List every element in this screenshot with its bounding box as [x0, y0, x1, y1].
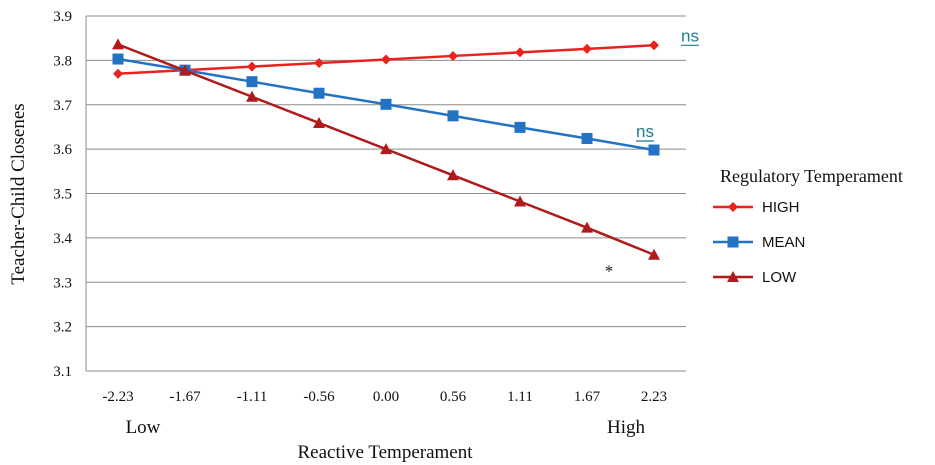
data-point-high — [582, 43, 592, 54]
y-tick-label: 3.8 — [53, 53, 72, 69]
data-point-mean — [246, 76, 258, 88]
data-point-high — [515, 47, 525, 58]
data-point-mean — [648, 144, 660, 156]
legend-marker — [727, 236, 739, 248]
y-tick-label: 3.2 — [53, 320, 72, 336]
x-low-label: Low — [126, 417, 161, 438]
legend-marker — [727, 271, 739, 282]
legend-marker — [728, 202, 738, 212]
y-tick-label: 3.9 — [53, 9, 72, 25]
y-tick-label: 3.4 — [53, 231, 72, 247]
data-point-low — [380, 143, 392, 155]
data-point-high — [247, 61, 257, 72]
legend-item-low: LOW — [713, 269, 797, 286]
data-point-high — [314, 58, 324, 69]
data-point-low — [648, 248, 660, 260]
x-tick-label: 1.67 — [574, 389, 601, 405]
y-tick-label: 3.7 — [53, 98, 72, 114]
data-point-low — [246, 90, 258, 102]
ns-annotation: ns — [681, 26, 699, 45]
annotations: ns ns * — [605, 26, 699, 281]
legend: Regulatory Temperament HIGH MEAN LOW — [713, 166, 903, 286]
legend-item-mean: MEAN — [713, 234, 805, 251]
y-tick-label: 3.1 — [53, 364, 72, 380]
data-point-mean — [313, 87, 325, 99]
data-point-low — [514, 195, 526, 207]
data-point-high — [448, 50, 458, 61]
x-tick-label: 0.56 — [440, 389, 467, 405]
x-tick-label: -1.11 — [237, 389, 268, 405]
legend-label: LOW — [762, 269, 797, 286]
data-point-mean — [447, 110, 459, 122]
data-point-mean — [380, 98, 392, 110]
data-point-high — [113, 68, 123, 79]
legend-item-high: HIGH — [713, 199, 800, 216]
data-point-low — [313, 116, 325, 128]
x-high-label: High — [607, 417, 646, 438]
y-tick-label: 3.6 — [53, 142, 72, 158]
data-point-mean — [514, 121, 526, 133]
ns-annotation: ns — [636, 122, 654, 141]
data-point-high — [381, 54, 391, 65]
legend-title: Regulatory Temperament — [720, 166, 903, 186]
data-point-high — [649, 40, 659, 51]
y-axis-title: Teacher-Child Closenes — [8, 103, 29, 284]
y-tick-labels: 3.1 3.2 3.3 3.4 3.5 3.6 3.7 3.8 3.9 — [53, 9, 72, 380]
legend-label: MEAN — [762, 234, 805, 251]
y-tick-label: 3.5 — [53, 187, 72, 203]
significance-annotation: * — [605, 262, 614, 281]
x-tick-label: 1.11 — [507, 389, 533, 405]
y-tick-label: 3.3 — [53, 275, 72, 291]
data-point-low — [581, 221, 593, 233]
x-tick-label: 2.23 — [641, 389, 667, 405]
data-point-mean — [112, 53, 124, 65]
x-tick-label: -2.23 — [102, 389, 133, 405]
x-tick-label: -1.67 — [169, 389, 201, 405]
x-axis-title: Reactive Temperament — [297, 442, 473, 463]
data-point-low — [447, 169, 459, 181]
x-tick-labels: -2.23 -1.67 -1.11 -0.56 0.00 0.56 1.11 1.67 2.23 — [102, 389, 667, 405]
data-point-low — [112, 38, 124, 50]
series-lines — [112, 38, 660, 260]
data-point-mean — [581, 132, 593, 144]
x-tick-label: -0.56 — [303, 389, 335, 405]
legend-label: HIGH — [762, 199, 800, 216]
series-low — [112, 38, 660, 260]
data-point-low — [179, 64, 191, 76]
x-tick-label: 0.00 — [373, 389, 399, 405]
